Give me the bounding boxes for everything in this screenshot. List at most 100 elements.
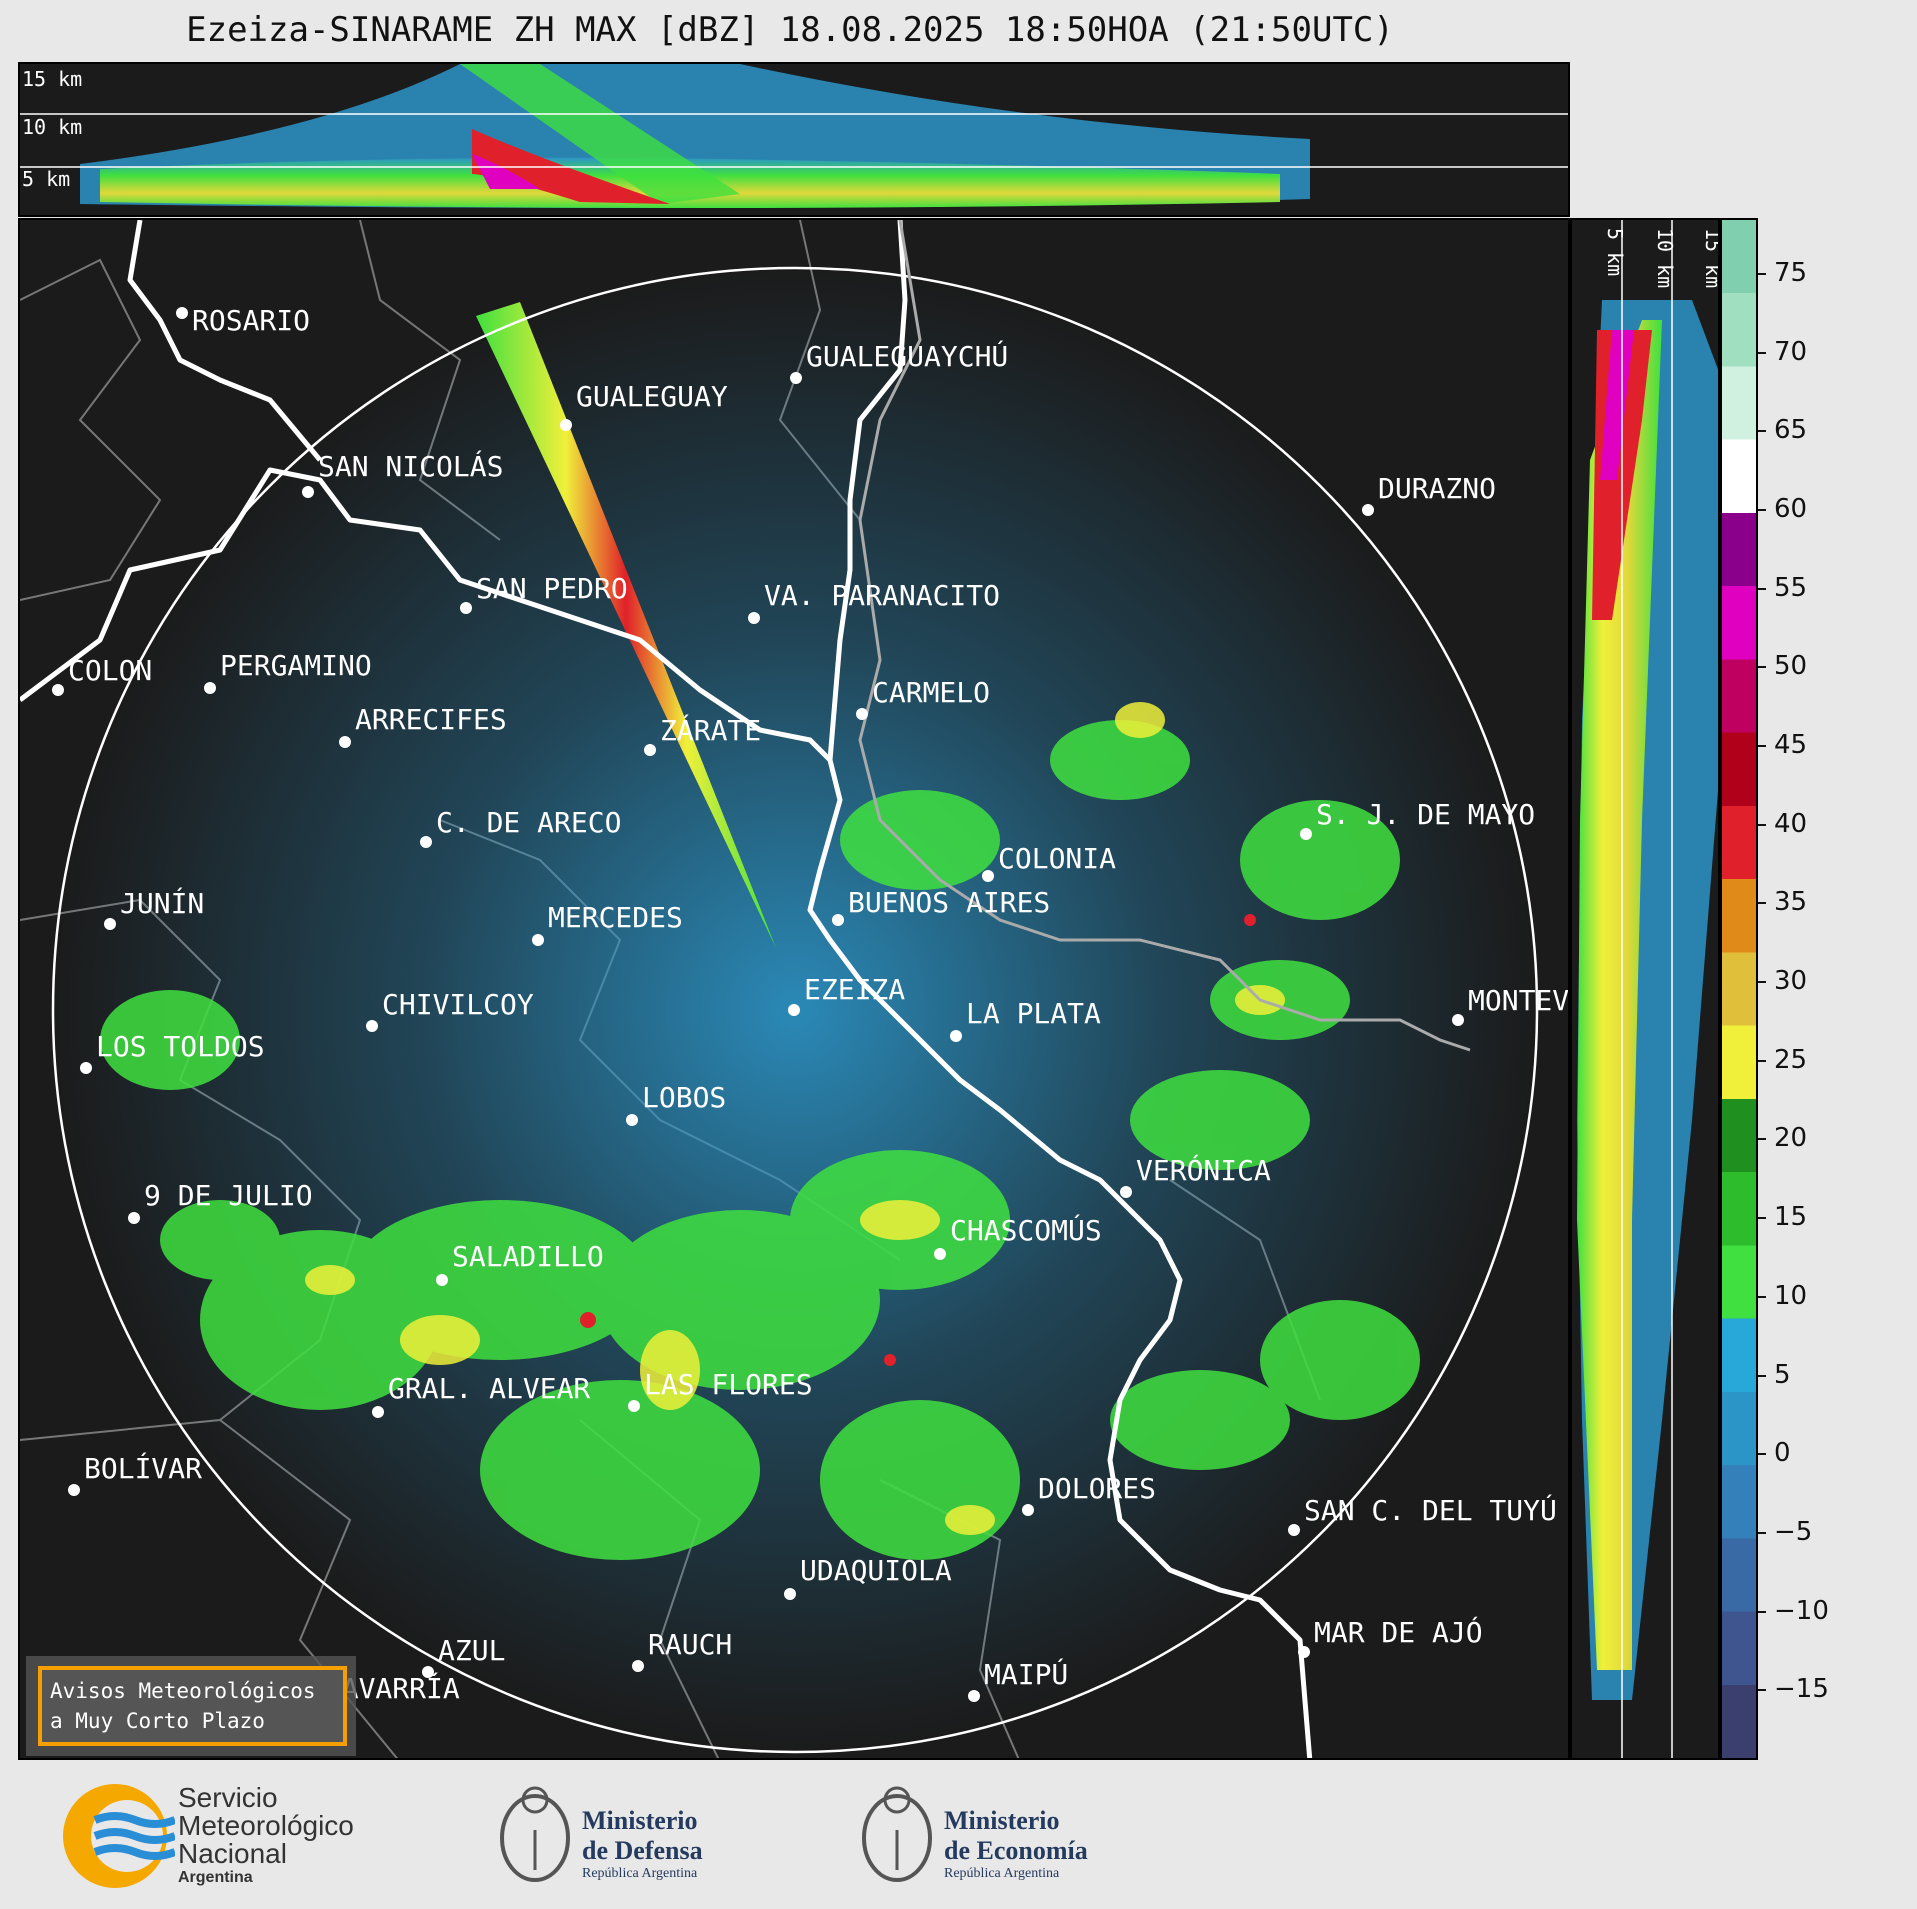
city-chascomus: CHASCOMÚS [934,1213,1102,1260]
svg-text:ROSARIO: ROSARIO [192,304,310,337]
svg-text:COLON: COLON [68,654,152,687]
colorbar-tick: 35 [1757,887,1807,917]
city-markers: ROSARIO GUALEGUAYCHÚ GUALEGUAY SAN NICOL… [52,304,1569,1712]
colorbar-tick: 10 [1757,1281,1807,1311]
svg-text:CHIVILCOY: CHIVILCOY [382,988,534,1021]
side-cross-section-plot: 5 km 10 km 15 km [1577,220,1718,1758]
city-azul: AZUL [422,1634,505,1678]
colorbar-tick: 40 [1757,809,1807,839]
city-va-paranacito: VA. PARANACITO [748,579,1000,624]
colorbar-tick: 75 [1757,258,1807,288]
svg-text:CARMELO: CARMELO [872,676,990,709]
svg-text:RAUCH: RAUCH [648,1628,732,1661]
city-chivilcoy: CHIVILCOY [366,988,534,1032]
colorbar-tick: 65 [1757,415,1807,445]
city-gral-alvear: GRAL. ALVEAR [372,1372,590,1418]
side-echo-magenta [1600,330,1634,480]
svg-text:GUALEGUAY: GUALEGUAY [576,380,728,413]
svg-text:DURAZNO: DURAZNO [1378,472,1496,505]
top-label-5km: 5 km [22,167,70,191]
defensa-seal-icon [500,1786,570,1882]
city-mar-de-ajo: MAR DE AJÓ [1298,1615,1483,1658]
svg-text:EZEIZA: EZEIZA [804,973,905,1006]
economia-line3: República Argentina [944,1866,1060,1881]
svg-text:AZUL: AZUL [438,1634,505,1667]
city-ezeiza: EZEIZA [788,973,905,1016]
top-label-10km: 10 km [22,115,82,139]
radar-map: ROSARIO GUALEGUAYCHÚ GUALEGUAY SAN NICOL… [20,220,1569,1758]
svg-text:LAS FLORES: LAS FLORES [644,1368,813,1401]
top-cross-section-plot: 15 km 10 km 5 km [20,64,1568,208]
city-gualeguaychu: GUALEGUAYCHÚ [790,339,1008,384]
defensa-logo-text: Ministerio de Defensa República Argentin… [582,1806,703,1882]
economia-line1: Ministerio [944,1806,1060,1835]
dbz-colorbar [1720,218,1758,1760]
top-echo-magenta [472,154,540,189]
city-maipu: MAIPÚ [968,1657,1068,1702]
range-ring [51,266,1539,1754]
city-montevideo: MONTEV [1452,984,1569,1026]
top-label-15km: 15 km [22,67,82,91]
city-junin: JUNÍN [104,886,204,930]
radar-map-panel[interactable]: ROSARIO GUALEGUAYCHÚ GUALEGUAY SAN NICOL… [18,218,1570,1760]
svg-text:CHASCOMÚS: CHASCOMÚS [950,1213,1102,1247]
city-rosario: ROSARIO [176,304,310,337]
economia-line2: de Economía [944,1836,1088,1865]
city-lobos: LOBOS [626,1081,726,1126]
svg-text:COLONIA: COLONIA [998,842,1116,875]
smn-line2: Meteorológico [178,1810,354,1841]
svg-text:BOLÍVAR: BOLÍVAR [84,1451,202,1485]
colorbar-tick: 50 [1757,651,1807,681]
svg-text:VA. PARANACITO: VA. PARANACITO [764,579,1000,612]
city-bolivar: BOLÍVAR [68,1451,202,1496]
city-saladillo: SALADILLO [436,1240,604,1286]
city-dolores: DOLORES [1022,1472,1156,1516]
smn-line4: Argentina [178,1869,253,1886]
svg-text:LOS TOLDOS: LOS TOLDOS [96,1030,265,1063]
echo-cells-red [580,914,1256,1366]
city-zarate: ZÁRATE [644,713,761,756]
city-colonia: COLONIA [982,842,1116,882]
svg-text:VERÓNICA: VERÓNICA [1136,1153,1271,1187]
warning-box[interactable]: Avisos Meteorológicos a Muy Corto Plazo [26,1656,356,1756]
svg-text:MONTEV: MONTEV [1468,984,1569,1017]
city-veronica: VERÓNICA [1120,1153,1271,1198]
echo-cells-green [100,720,1420,1560]
city-c-de-areco: C. DE ARECO [420,806,621,848]
svg-text:LA PLATA: LA PLATA [966,997,1101,1030]
svg-text:ARRECIFES: ARRECIFES [355,703,507,736]
city-pergamino: PERGAMINO [204,649,372,694]
city-s-j-de-mayo: S. J. DE MAYO [1300,798,1535,840]
city-durazno: DURAZNO [1362,472,1496,516]
smn-logo-icon [63,1784,175,1888]
city-mercedes: MERCEDES [532,901,683,946]
side-echo-core [1577,320,1662,1670]
colorbar-tick: 45 [1757,730,1807,760]
city-carmelo: CARMELO [856,676,990,720]
svg-text:S. J. DE MAYO: S. J. DE MAYO [1316,798,1535,831]
svg-text:PERGAMINO: PERGAMINO [220,649,372,682]
top-echo-streak [460,64,740,204]
city-buenos-aires: BUENOS AIRES [832,886,1050,926]
colorbar-tick: 5 [1758,1360,1791,1390]
colorbar-tick: 55 [1757,573,1807,603]
svg-text:DOLORES: DOLORES [1038,1472,1156,1505]
side-label-5km: 5 km [1603,228,1627,276]
page-title: Ezeiza-SINARAME ZH MAX [dBZ] 18.08.2025 … [186,10,1394,50]
warning-box-line1: Avisos Meteorológicos [50,1679,316,1703]
defensa-line2: de Defensa [582,1836,703,1865]
svg-text:MAR DE AJÓ: MAR DE AJÓ [1314,1615,1483,1649]
svg-text:ZÁRATE: ZÁRATE [660,713,761,747]
echo-cells-yellow [305,702,1285,1535]
colorbar-tick: 70 [1757,337,1807,367]
colorbar-tick: 25 [1757,1045,1807,1075]
coastline [20,220,1313,1758]
smn-line3: Nacional [178,1838,287,1869]
economia-logo-text: Ministerio de Economía República Argenti… [944,1806,1088,1882]
defensa-line1: Ministerio [582,1806,698,1835]
radial-beam-streak [476,302,776,948]
warning-box-line2: a Muy Corto Plazo [50,1709,265,1733]
smn-logo-text: Servicio Meteorológico Nacional Argentin… [178,1784,354,1888]
svg-text:SALADILLO: SALADILLO [452,1240,604,1273]
colorbar-tick: −15 [1758,1674,1829,1704]
